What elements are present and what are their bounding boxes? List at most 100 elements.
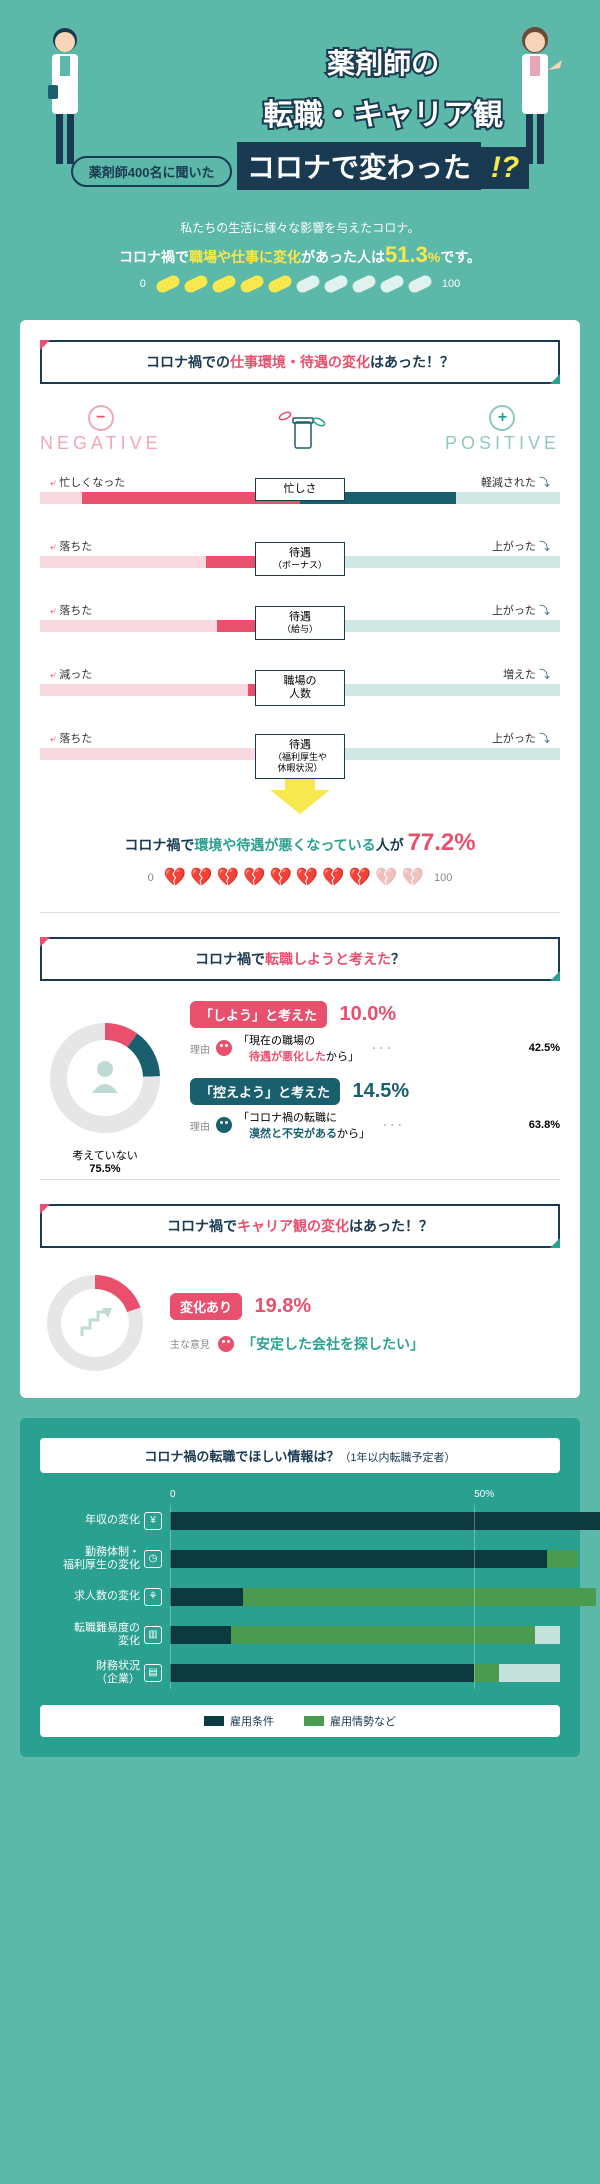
section4-card: コロナ禍の転職でほしい情報は？（1年以内転職予定者） 0 50% 年収の変化¥ … <box>20 1418 580 1757</box>
hold-reason: 理由 「コロナ禍の転職に 漠然と不安があるから」 ･･･ 63.8% <box>190 1109 560 1141</box>
hbar-label: 勤務体制・福利厚生の変化◷ <box>50 1546 170 1572</box>
hbar-chart: 0 50% 年収の変化¥ 勤務体制・福利厚生の変化◷ 求人数の変化⚘ 転職難易度… <box>40 1489 560 1689</box>
np-center-label: 待遇（福利厚生や休暇状況） <box>255 734 345 779</box>
np-center-label: 待遇（給与） <box>255 606 345 640</box>
hbar-icon: ⚘ <box>144 1588 162 1606</box>
pill-icon <box>266 273 293 294</box>
pill-icon <box>378 273 405 294</box>
section3-donut <box>40 1268 150 1378</box>
heart-icon: 💔 <box>402 867 424 888</box>
hero-title-line1: 薬剤師の <box>317 40 449 84</box>
heart-icon: 💔 <box>217 867 239 888</box>
pill-icon <box>350 273 377 294</box>
np-row: ⤶ 落ちた 上がった ⤵ 待遇（ボーナス） <box>40 534 560 588</box>
section1-title: コロナ禍での仕事環境・待遇の変化はあった！？ <box>40 340 560 384</box>
pill-icon <box>322 273 349 294</box>
divider <box>40 1179 560 1180</box>
hbar-row: 年収の変化¥ <box>170 1505 560 1537</box>
pos-label: 上がった ⤵ <box>492 538 550 554</box>
donut-none-label: 考えていない 75.5% <box>72 1147 137 1175</box>
np-row: ⤶ 減った 増えた ⤵ 職場の人数 <box>40 662 560 716</box>
heart-icon: 💔 <box>243 867 265 888</box>
hbar-row: 求人数の変化⚘ <box>170 1581 560 1613</box>
big-arrow-down <box>40 790 560 819</box>
pills-center-icon <box>273 404 333 454</box>
hero-subtext: 私たちの生活に様々な影響を与えたコロナ。 <box>20 219 580 236</box>
pill-icon <box>238 273 265 294</box>
pos-label: 上がった ⤵ <box>492 602 550 618</box>
neg-label: ⤶ 落ちた <box>50 538 92 554</box>
change-pct: 19.8% <box>254 1295 311 1317</box>
section4-title: コロナ禍の転職でほしい情報は？（1年以内転職予定者） <box>40 1438 560 1473</box>
hbar-icon: ◷ <box>144 1550 162 1568</box>
hbar-icon: ▥ <box>144 1626 162 1644</box>
neg-label: ⤶ 落ちた <box>50 602 92 618</box>
change-bubble: 変化あり <box>170 1293 242 1320</box>
hbar-label: 財務状況（企業）▤ <box>50 1660 170 1686</box>
pos-label: 増えた ⤵ <box>503 666 550 682</box>
hbar-track <box>170 1626 560 1644</box>
positive-icon: + <box>489 405 515 431</box>
heart-icon: 💔 <box>322 867 344 888</box>
hold-pct: 14.5% <box>352 1080 409 1102</box>
np-center-label: 職場の人数 <box>255 670 345 706</box>
pos-label: 軽減された ⤵ <box>481 474 550 490</box>
heart-icon: 💔 <box>164 867 186 888</box>
pill-icon <box>210 273 237 294</box>
person-left-illustration <box>30 20 100 180</box>
heart-scale: 0 💔💔💔💔💔💔💔💔💔💔 100 <box>40 867 560 888</box>
neg-label: ⤶ 落ちた <box>50 730 92 746</box>
np-row: ⤶ 落ちた 上がった ⤵ 待遇（福利厚生や休暇状況） <box>40 726 560 780</box>
opinion-line: 主な意見 「安定した会社を探したい」 <box>170 1334 560 1354</box>
hbar-row: 財務状況（企業）▤ <box>170 1657 560 1689</box>
legend-item: 雇用条件 <box>204 1713 274 1729</box>
pill-icon <box>406 273 433 294</box>
hbar-track <box>170 1664 560 1682</box>
neg-label: ⤶ 忙しくなった <box>50 474 125 490</box>
hbar-track <box>170 1550 560 1568</box>
pill-icon <box>294 273 321 294</box>
hbar-label: 転職難易度の変化▥ <box>50 1622 170 1648</box>
legend-item: 雇用情勢など <box>304 1713 396 1729</box>
heart-icon: 💔 <box>349 867 371 888</box>
hero-title-line2: 転職・キャリア観 <box>255 88 511 136</box>
np-row: ⤶ 落ちた 上がった ⤵ 待遇（給与） <box>40 598 560 652</box>
chart-legend: 雇用条件 雇用情勢など <box>40 1705 560 1737</box>
main-card: コロナ禍での仕事環境・待遇の変化はあった！？ − NEGATIVE + POSI… <box>20 320 580 1398</box>
hbar-label: 求人数の変化⚘ <box>50 1588 170 1606</box>
heart-icon: 💔 <box>375 867 397 888</box>
hbar-track <box>170 1512 560 1530</box>
hero-stat: コロナ禍で職場や仕事に変化があった人は51.3%です。 <box>20 242 580 268</box>
hbar-row: 勤務体制・福利厚生の変化◷ <box>170 1543 560 1575</box>
heart-icon: 💔 <box>296 867 318 888</box>
heart-icon: 💔 <box>269 867 291 888</box>
np-center-label: 忙しさ <box>255 478 345 501</box>
hbar-label: 年収の変化¥ <box>50 1512 170 1530</box>
negative-positive-header: − NEGATIVE + POSITIVE <box>40 404 560 454</box>
hbar-track <box>170 1588 560 1606</box>
negative-icon: − <box>88 405 114 431</box>
pos-label: 上がった ⤵ <box>492 730 550 746</box>
yes-pct: 10.0% <box>339 1003 396 1025</box>
yes-reason: 理由 「現在の職場の 待遇が悪化したから」 ･･･ 42.5% <box>190 1032 560 1064</box>
hold-bubble: 「控えよう」と考えた <box>190 1078 340 1105</box>
pill-icon <box>182 273 209 294</box>
neg-label: ⤶ 減った <box>50 666 92 682</box>
section2-donut: 考えていない 75.5% <box>40 1013 170 1143</box>
hero-title-line3a: コロナで変わった <box>237 142 481 190</box>
positive-label: POSITIVE <box>445 433 560 454</box>
section2-title: コロナ禍で転職しようと考えた？ <box>40 937 560 981</box>
section3-content: 変化あり 19.8% 主な意見 「安定した会社を探したい」 <box>40 1268 560 1378</box>
negative-label: NEGATIVE <box>40 433 162 454</box>
hero-title-line3b: !? <box>481 147 529 189</box>
section1-result: コロナ禍で環境や待遇が悪くなっている人が 77.2% <box>40 829 560 857</box>
yes-bubble: 「しよう」と考えた <box>190 1001 327 1028</box>
hbar-icon: ▤ <box>144 1664 162 1682</box>
negative-positive-rows: ⤶ 忙しくなった 軽減された ⤵ 忙しさ ⤶ 落ちた 上がった ⤵ 待遇（ボーナ… <box>40 470 560 780</box>
heart-icon: 💔 <box>190 867 212 888</box>
np-row: ⤶ 忙しくなった 軽減された ⤵ 忙しさ <box>40 470 560 524</box>
hero-pill-scale: 0 100 <box>20 278 580 290</box>
hero-section: 薬剤師400名に聞いた 薬剤師の 転職・キャリア観 コロナで変わった!? 私たち… <box>20 20 580 300</box>
divider <box>40 912 560 913</box>
hbar-axis: 0 50% <box>170 1489 560 1505</box>
